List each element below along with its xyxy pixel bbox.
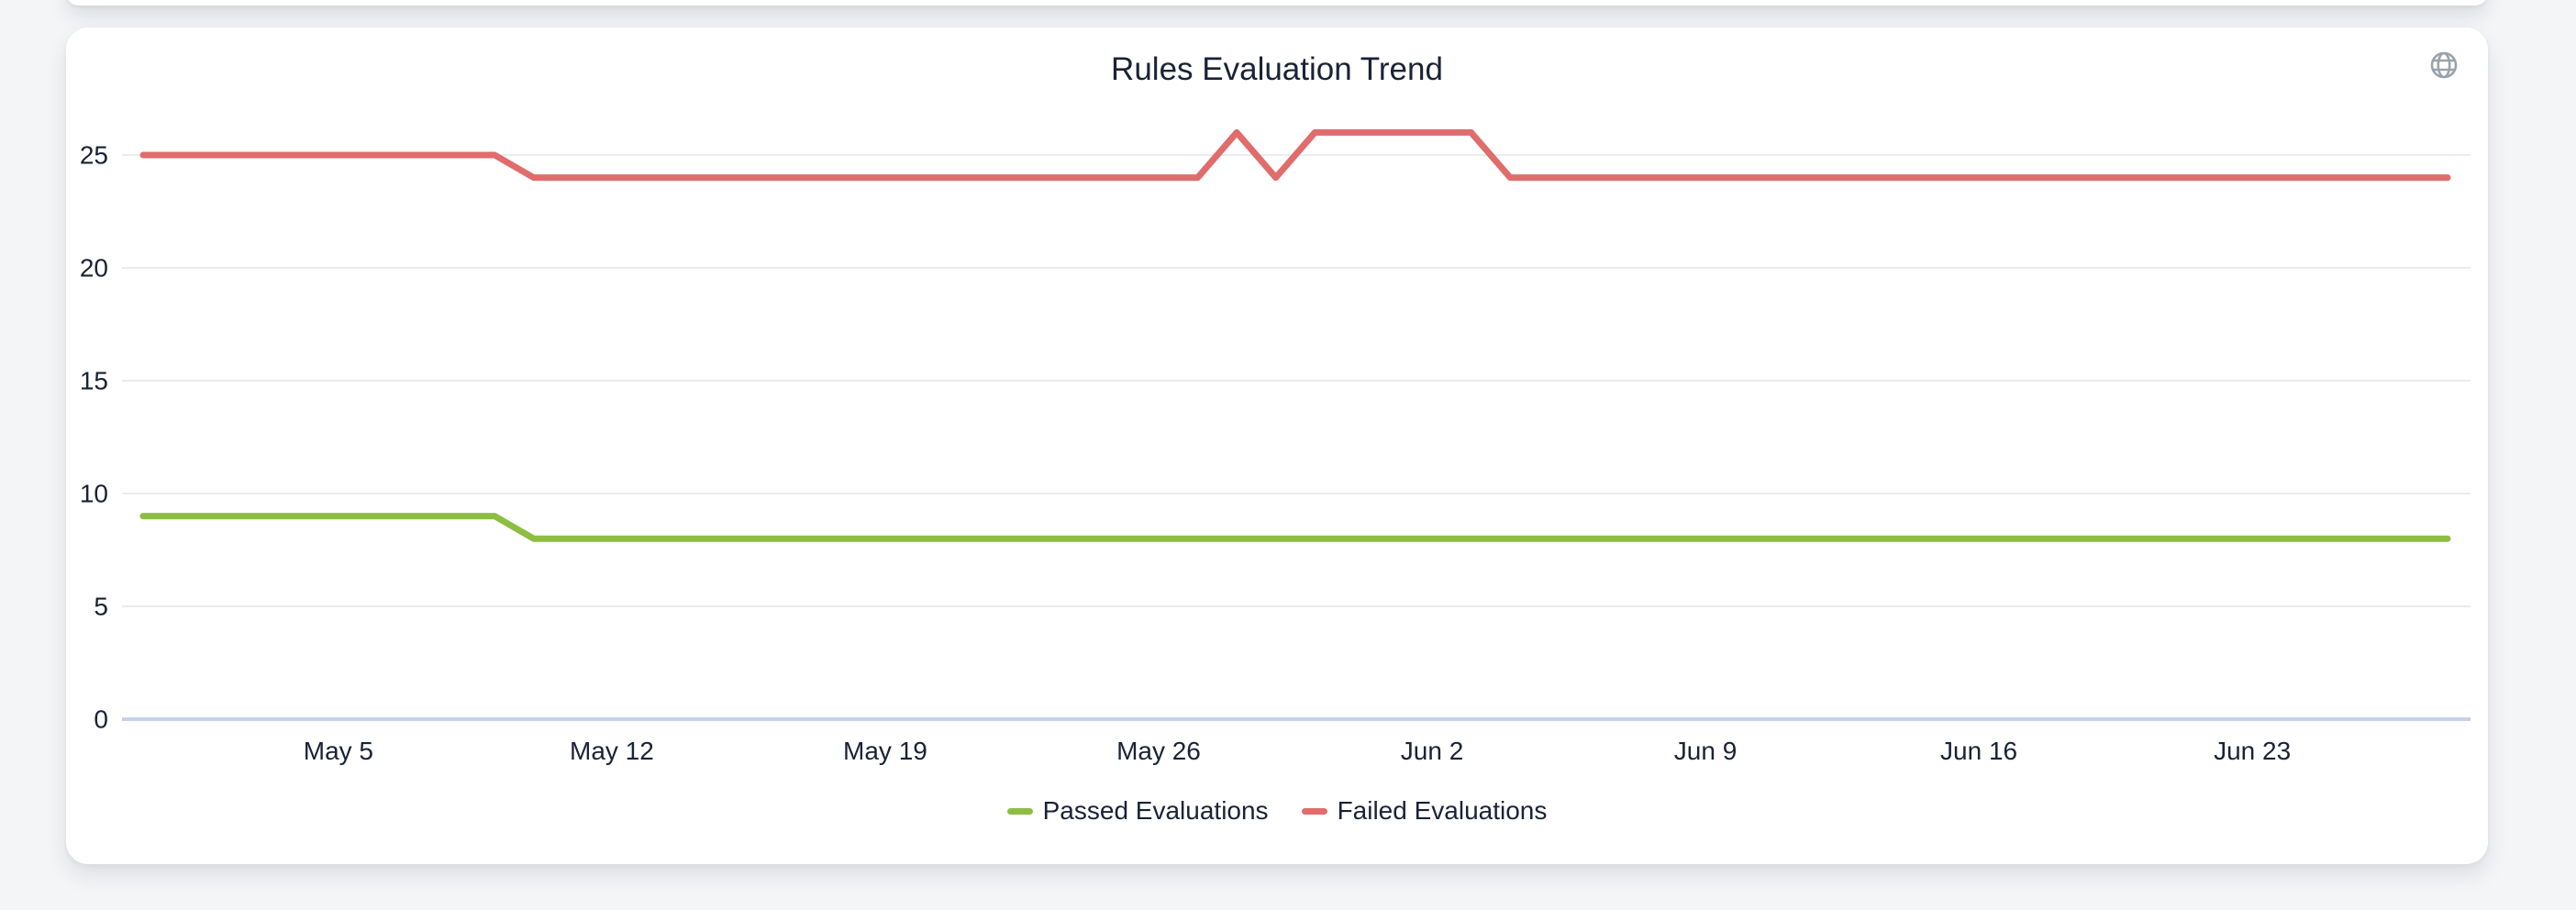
y-tick-label: 10 [80,480,108,508]
legend-item-failed-evaluations[interactable]: Failed Evaluations [1301,796,1548,826]
legend-label: Failed Evaluations [1337,796,1548,825]
x-tick-label: Jun 16 [1940,737,2017,765]
y-tick-label: 0 [94,705,108,734]
legend-item-passed-evaluations[interactable]: Passed Evaluations [1006,796,1269,826]
x-tick-label: May 26 [1116,737,1201,765]
x-tick-label: May 12 [570,737,654,765]
x-tick-label: May 5 [304,737,373,765]
y-tick-label: 20 [80,254,108,283]
globe-icon [2430,51,2458,79]
passed-series-swatch-icon [1006,807,1033,815]
x-tick-label: Jun 23 [2214,737,2291,765]
series-line-passed-evaluations [139,513,2451,542]
rules-evaluation-trend-card: Rules Evaluation Trend 0 5 10 15 20 25 May 5 Ma… [66,28,2488,864]
chart-title: Rules Evaluation Trend [1111,51,1443,87]
x-tick-label: Jun 2 [1401,737,1464,765]
y-tick-label: 5 [94,593,108,621]
previous-card-bottom-edge [66,0,2488,6]
x-tick-label: May 19 [843,737,927,765]
chart-legend: Passed Evaluations Failed Evaluations [66,796,2488,826]
y-tick-label: 25 [80,141,108,170]
x-tick-label: Jun 9 [1674,737,1738,765]
rules-evaluation-trend-chart[interactable]: 0 5 10 15 20 25 May 5 May 12 May 19 May 26 Jun 2 Ju… [66,28,2488,864]
failed-series-swatch-icon [1301,807,1327,815]
series-line-failed-evaluations [139,128,2451,182]
legend-label: Passed Evaluations [1042,796,1269,825]
y-tick-label: 15 [80,367,108,395]
globe-button[interactable] [2424,45,2464,85]
